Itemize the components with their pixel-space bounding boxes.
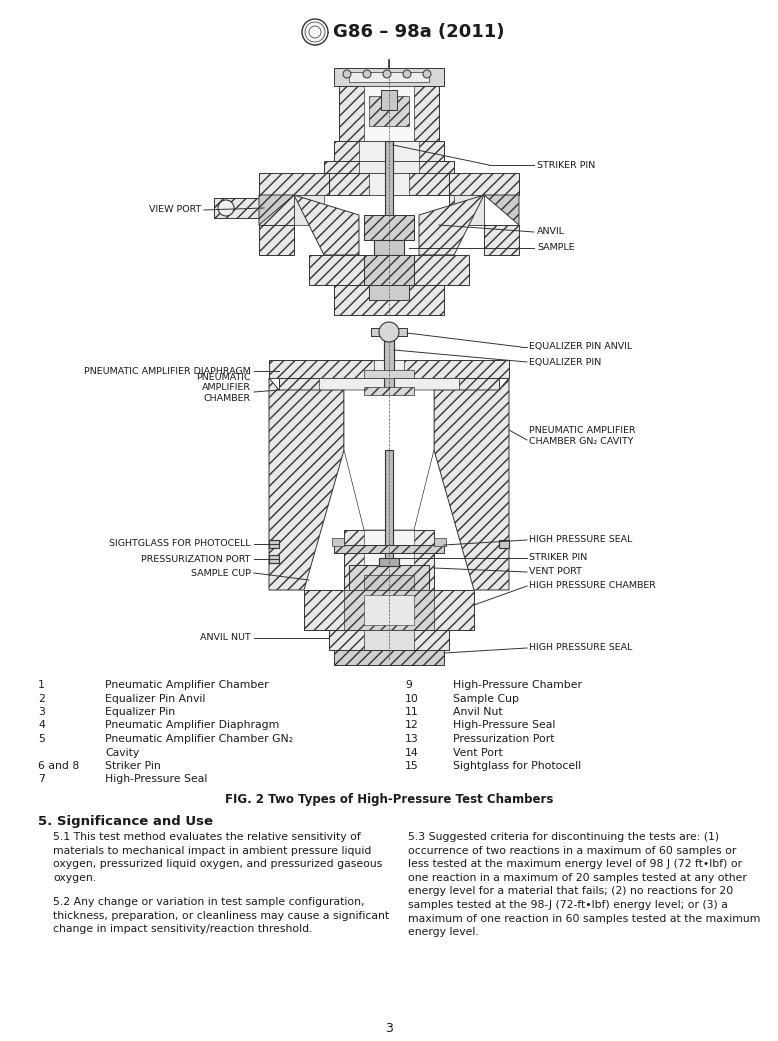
Text: Sightglass for Photocell: Sightglass for Photocell [453,761,581,771]
Circle shape [383,70,391,78]
Bar [499,540,509,548]
Text: G86 – 98a (2011): G86 – 98a (2011) [333,23,504,41]
Bar [259,173,329,195]
Bar [349,72,429,82]
Bar [364,387,414,395]
Text: 15: 15 [405,761,419,771]
Text: 5.2 Any change or variation in test sample configuration,
thickness, preparation: 5.2 Any change or variation in test samp… [53,897,389,934]
Polygon shape [434,378,509,590]
Text: Pneumatic Amplifier Chamber: Pneumatic Amplifier Chamber [105,680,268,690]
Bar [434,538,446,545]
Text: FIG. 2 Two Types of High-Pressure Test Chambers: FIG. 2 Two Types of High-Pressure Test C… [225,793,553,806]
Text: High-Pressure Chamber: High-Pressure Chamber [453,680,582,690]
Bar [332,538,344,545]
Bar [364,530,414,590]
Bar [449,173,519,195]
Text: SAMPLE CUP: SAMPLE CUP [191,568,251,578]
Bar [369,285,409,300]
Bar [349,565,429,590]
Bar [334,650,444,665]
Bar [364,255,414,285]
Text: EQUALIZER PIN: EQUALIZER PIN [529,357,601,366]
Text: 12: 12 [405,720,419,731]
Text: HIGH PRESSURE CHAMBER: HIGH PRESSURE CHAMBER [529,582,656,590]
Text: VIEW PORT: VIEW PORT [149,205,201,214]
Text: 4: 4 [38,720,45,731]
Text: 2: 2 [38,693,45,704]
Bar [379,558,399,566]
Bar [364,215,414,240]
Text: Pneumatic Amplifier Diaphragm: Pneumatic Amplifier Diaphragm [105,720,279,731]
Text: EQUALIZER PIN ANVIL: EQUALIZER PIN ANVIL [529,342,633,352]
Text: STRIKER PIN: STRIKER PIN [537,160,595,170]
Text: 6 and 8: 6 and 8 [38,761,79,771]
Text: 9: 9 [405,680,412,690]
Bar [329,173,449,195]
Bar [364,86,414,141]
Text: SAMPLE: SAMPLE [537,244,575,253]
Circle shape [218,200,234,215]
Bar [364,575,414,590]
Bar [381,90,397,110]
Bar [484,225,519,255]
Text: HIGH PRESSURE SEAL: HIGH PRESSURE SEAL [529,535,633,544]
Bar [259,225,294,255]
Text: 3: 3 [38,707,45,717]
Bar [385,141,393,221]
Text: HIGH PRESSURE SEAL: HIGH PRESSURE SEAL [529,643,633,653]
Bar [369,173,409,195]
Bar [279,378,499,390]
Bar [454,195,484,225]
Bar [304,590,474,630]
Polygon shape [344,390,434,530]
Text: 5. Significance and Use: 5. Significance and Use [38,815,213,828]
Text: 5: 5 [38,734,45,744]
Polygon shape [419,195,484,255]
Bar [269,360,509,378]
Bar [364,595,414,625]
Text: Equalizer Pin: Equalizer Pin [105,707,175,717]
Text: 10: 10 [405,693,419,704]
Text: Pressurization Port: Pressurization Port [453,734,555,744]
Text: Striker Pin: Striker Pin [105,761,161,771]
Bar [319,378,459,390]
Bar [334,590,444,600]
Bar [334,141,444,161]
Bar [259,195,294,225]
Text: Pneumatic Amplifier Chamber GN₂: Pneumatic Amplifier Chamber GN₂ [105,734,293,744]
Text: Anvil Nut: Anvil Nut [453,707,503,717]
Text: 11: 11 [405,707,419,717]
Bar [334,68,444,86]
Text: ANVIL NUT: ANVIL NUT [200,634,251,642]
Bar [344,530,434,590]
Text: Sample Cup: Sample Cup [453,693,519,704]
Bar [324,161,454,173]
Bar [269,540,279,548]
Bar [385,450,393,565]
Text: Cavity: Cavity [105,747,139,758]
Polygon shape [269,378,344,590]
Circle shape [302,19,328,45]
Bar [269,555,279,563]
Text: SIGHTGLASS FOR PHOTOCELL: SIGHTGLASS FOR PHOTOCELL [110,539,251,549]
Text: 5.3 Suggested criteria for discontinuing the tests are: (1)
occurrence of two re: 5.3 Suggested criteria for discontinuing… [408,832,760,937]
Bar [369,96,409,126]
Bar [364,370,414,378]
Bar [374,240,404,255]
Bar [344,590,434,630]
Text: PNEUMATIC
AMPLIFIER
CHAMBER: PNEUMATIC AMPLIFIER CHAMBER [196,373,251,403]
Text: PRESSURIZATION PORT: PRESSURIZATION PORT [142,555,251,563]
Bar [384,340,394,410]
Bar [359,141,419,161]
Circle shape [343,70,351,78]
Circle shape [423,70,431,78]
Bar [334,545,444,553]
Bar [214,198,264,218]
Text: Vent Port: Vent Port [453,747,503,758]
Bar [329,630,449,650]
Text: 5.1 This test method evaluates the relative sensitivity of
materials to mechanic: 5.1 This test method evaluates the relat… [53,832,382,883]
Text: 14: 14 [405,747,419,758]
Text: High-Pressure Seal: High-Pressure Seal [453,720,555,731]
Bar [374,360,404,378]
Text: High-Pressure Seal: High-Pressure Seal [105,775,208,785]
